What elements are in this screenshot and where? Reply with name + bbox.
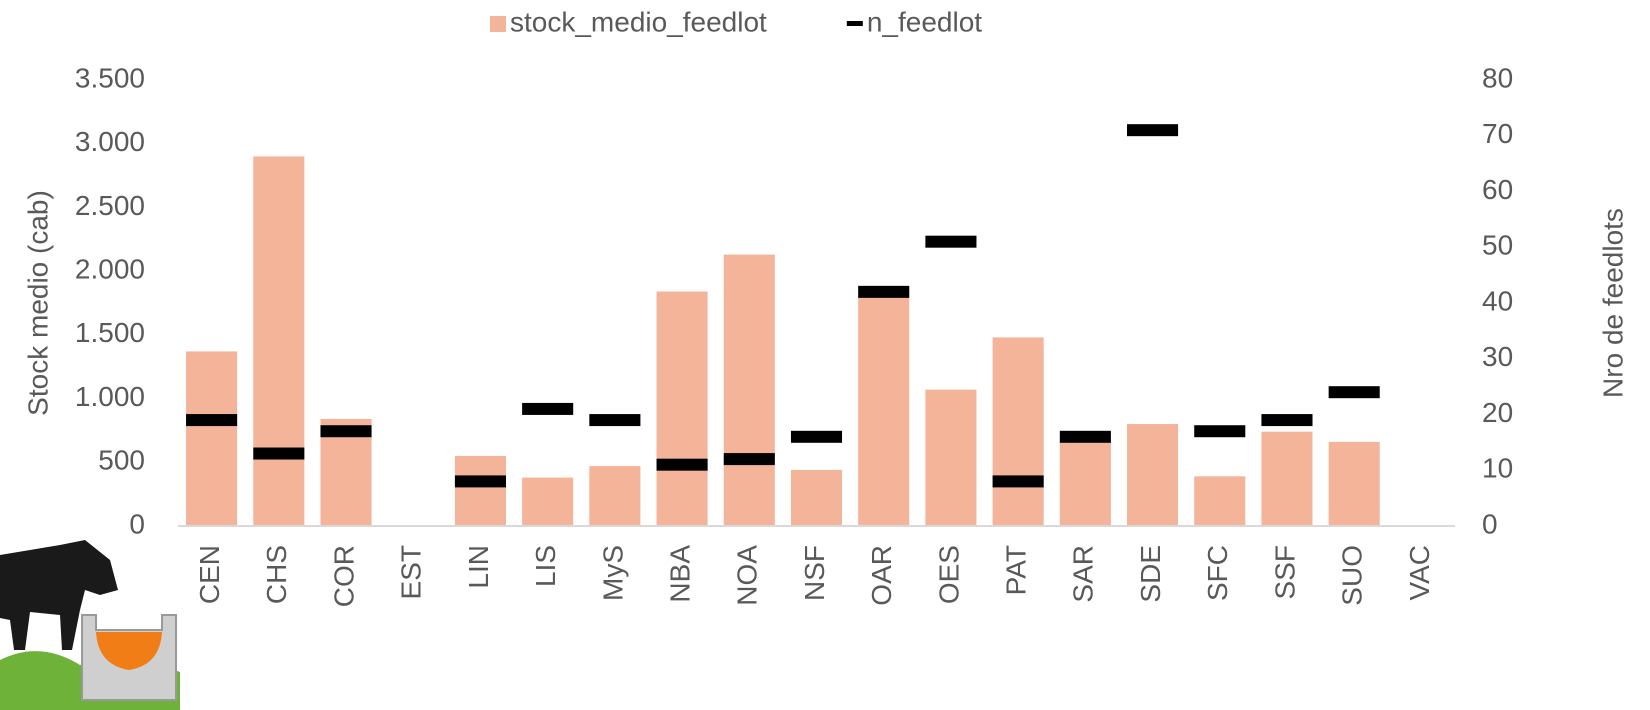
bar [1329, 442, 1380, 526]
x-tick-label: CEN [194, 545, 225, 604]
marker [589, 414, 640, 426]
y-tick-label: 3.000 [75, 126, 145, 157]
marker [253, 448, 304, 460]
x-tick-label: SAR [1068, 545, 1099, 603]
marker [858, 286, 909, 298]
x-tick-label: NSF [799, 545, 830, 601]
y2-tick-label: 50 [1482, 230, 1513, 261]
bar [993, 337, 1044, 526]
x-tick-label: NOA [732, 545, 763, 606]
bar [657, 292, 708, 526]
bar [1060, 439, 1111, 526]
y-tick-label: 0 [129, 508, 145, 539]
bar [186, 351, 237, 526]
x-tick-label: SUO [1337, 545, 1368, 606]
y2-tick-label: 60 [1482, 174, 1513, 205]
marker [993, 475, 1044, 487]
y-tick-label: 2.500 [75, 190, 145, 221]
x-tick-label: CHS [261, 545, 292, 604]
x-tick-label: LIS [530, 545, 561, 587]
bar [522, 478, 573, 526]
y2-tick-label: 30 [1482, 341, 1513, 372]
marker [186, 414, 237, 426]
x-tick-label: SFC [1202, 545, 1233, 601]
cow-logo [0, 540, 180, 710]
bar [589, 466, 640, 526]
legend-swatch [490, 16, 506, 32]
marker [522, 403, 573, 415]
x-tick-label: SDE [1135, 545, 1166, 603]
bar [925, 390, 976, 526]
y2-tick-label: 40 [1482, 285, 1513, 316]
y-tick-label: 1.000 [75, 381, 145, 412]
bar [253, 156, 304, 526]
legend-label: n_feedlot [867, 6, 982, 37]
y-axis-label: Stock medio (cab) [22, 190, 53, 416]
bar [858, 295, 909, 526]
y-tick-label: 3.500 [75, 62, 145, 93]
marker [455, 475, 506, 487]
bar [1261, 432, 1312, 526]
legend-swatch [847, 21, 863, 26]
legend-label: stock_medio_feedlot [510, 6, 767, 37]
bar [791, 470, 842, 526]
y2-axis-label: Nro de feedlots [1597, 208, 1628, 398]
y-tick-label: 1.500 [75, 317, 145, 348]
x-tick-label: VAC [1404, 545, 1435, 601]
marker [1127, 124, 1178, 136]
x-tick-label: COR [328, 545, 359, 607]
marker [1060, 431, 1111, 443]
bar [1194, 476, 1245, 526]
x-tick-label: PAT [1001, 545, 1032, 595]
bar [724, 255, 775, 526]
chart: Stock medio (cab) Nro de feedlots 05001.… [0, 0, 1650, 710]
y-tick-label: 2.000 [75, 254, 145, 285]
y2-tick-label: 10 [1482, 453, 1513, 484]
y2-tick-label: 0 [1482, 508, 1498, 539]
x-tick-label: SSF [1269, 545, 1300, 599]
bar [1127, 424, 1178, 526]
x-tick-label: MyS [597, 545, 628, 601]
marker [657, 459, 708, 471]
x-tick-label: OES [933, 545, 964, 604]
y2-tick-label: 20 [1482, 397, 1513, 428]
marker [925, 236, 976, 248]
x-tick-label: EST [396, 545, 427, 599]
marker [724, 453, 775, 465]
marker [1194, 425, 1245, 437]
marker [1261, 414, 1312, 426]
marker [320, 425, 371, 437]
bar [455, 456, 506, 526]
y2-tick-label: 80 [1482, 62, 1513, 93]
x-tick-label: OAR [866, 545, 897, 606]
y-tick-label: 500 [98, 445, 145, 476]
marker [791, 431, 842, 443]
x-tick-label: LIN [463, 545, 494, 589]
x-tick-label: NBA [664, 545, 695, 603]
y2-tick-label: 70 [1482, 118, 1513, 149]
marker [1329, 386, 1380, 398]
